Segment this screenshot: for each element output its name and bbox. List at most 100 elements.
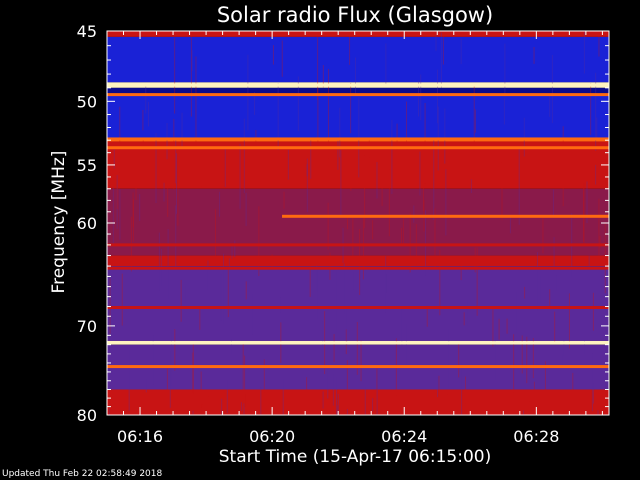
updated-timestamp: Updated Thu Feb 22 02:58:49 2018: [2, 469, 163, 479]
texture-streak: [542, 217, 544, 254]
texture-streak: [388, 169, 390, 237]
texture-streak: [598, 198, 600, 258]
texture-streak: [604, 222, 606, 294]
texture-streak: [240, 402, 242, 411]
texture-streak: [343, 263, 345, 315]
texture-streak: [297, 76, 299, 132]
texture-streak: [245, 281, 247, 300]
texture-streak: [552, 189, 554, 218]
texture-streak: [167, 175, 169, 217]
texture-streak: [437, 69, 439, 124]
emission-line: [107, 341, 609, 345]
texture-streak: [524, 286, 526, 299]
texture-streak: [167, 229, 169, 300]
texture-streak: [592, 292, 594, 331]
intensity-band: [107, 255, 609, 267]
texture-streak: [406, 101, 408, 167]
texture-streak: [173, 118, 175, 190]
texture-streak: [586, 181, 588, 224]
texture-streak: [322, 321, 324, 374]
texture-streak: [598, 33, 600, 57]
texture-streak: [544, 361, 546, 391]
intensity-band: [107, 87, 609, 96]
texture-streak: [474, 247, 476, 273]
texture-streak: [128, 349, 130, 411]
texture-streak: [583, 31, 585, 74]
y-tick-label: 50: [77, 92, 97, 111]
texture-streak: [327, 202, 329, 250]
texture-streak: [350, 149, 352, 191]
texture-streak: [433, 137, 435, 220]
texture-streak: [260, 387, 262, 415]
texture-streak: [227, 266, 229, 318]
texture-streak: [191, 50, 193, 72]
texture-streak: [583, 183, 585, 243]
texture-streak: [252, 293, 254, 335]
texture-streak: [281, 40, 283, 77]
emission-line: [107, 365, 609, 369]
texture-streak: [336, 376, 338, 415]
texture-streak: [372, 220, 374, 240]
intensity-band: [107, 389, 609, 415]
y-tick-label: 55: [77, 156, 97, 175]
texture-streak: [409, 212, 411, 273]
texture-streak: [360, 340, 362, 382]
texture-streak: [230, 339, 232, 355]
texture-streak: [521, 335, 523, 374]
texture-streak: [590, 83, 592, 135]
texture-streak: [309, 264, 311, 297]
texture-streak: [401, 227, 403, 245]
emission-line: [107, 306, 609, 310]
texture-streak: [492, 308, 494, 347]
texture-streak: [180, 279, 182, 322]
texture-streak: [513, 334, 515, 393]
texture-streak: [231, 243, 233, 259]
texture-streak: [166, 122, 168, 160]
y-tick-label: 70: [77, 317, 97, 336]
emission-line: [107, 83, 609, 87]
texture-streak: [271, 254, 273, 270]
texture-streak: [245, 394, 247, 415]
texture-streak: [523, 410, 525, 415]
texture-streak: [448, 328, 450, 388]
texture-streak: [352, 215, 354, 258]
texture-streak: [533, 381, 535, 415]
texture-streak: [424, 102, 426, 184]
texture-streak: [583, 172, 585, 245]
texture-streak: [227, 399, 229, 415]
y-tick-label: 80: [77, 406, 97, 425]
texture-streak: [599, 235, 601, 248]
texture-streak: [215, 209, 217, 265]
texture-streak: [498, 318, 500, 340]
texture-streak: [327, 366, 329, 399]
x-tick-label: 06:16: [117, 427, 163, 446]
texture-streak: [568, 293, 570, 349]
texture-streak: [220, 274, 222, 321]
texture-streak: [494, 333, 496, 381]
texture-streak: [595, 164, 597, 185]
texture-streak: [148, 101, 150, 127]
texture-streak: [589, 289, 591, 320]
texture-streak: [201, 404, 203, 415]
texture-streak: [245, 192, 247, 226]
texture-streak: [170, 330, 172, 387]
emission-line: [107, 146, 609, 150]
y-tick-label: 60: [77, 214, 97, 233]
texture-streak: [258, 206, 260, 276]
texture-streak: [595, 72, 597, 151]
texture-streak: [506, 318, 508, 334]
texture-streak: [242, 343, 244, 398]
texture-streak: [113, 147, 115, 169]
emission-line: [107, 93, 609, 97]
texture-streak: [372, 398, 374, 412]
emission-line: [107, 243, 609, 247]
texture-streak: [139, 193, 141, 222]
texture-streak: [549, 289, 551, 308]
texture-streak: [280, 297, 282, 313]
texture-streak: [460, 38, 462, 65]
texture-streak: [350, 82, 352, 134]
texture-streak: [563, 338, 565, 356]
texture-streak: [177, 169, 179, 226]
texture-streak: [221, 398, 223, 415]
texture-streak: [310, 137, 312, 179]
